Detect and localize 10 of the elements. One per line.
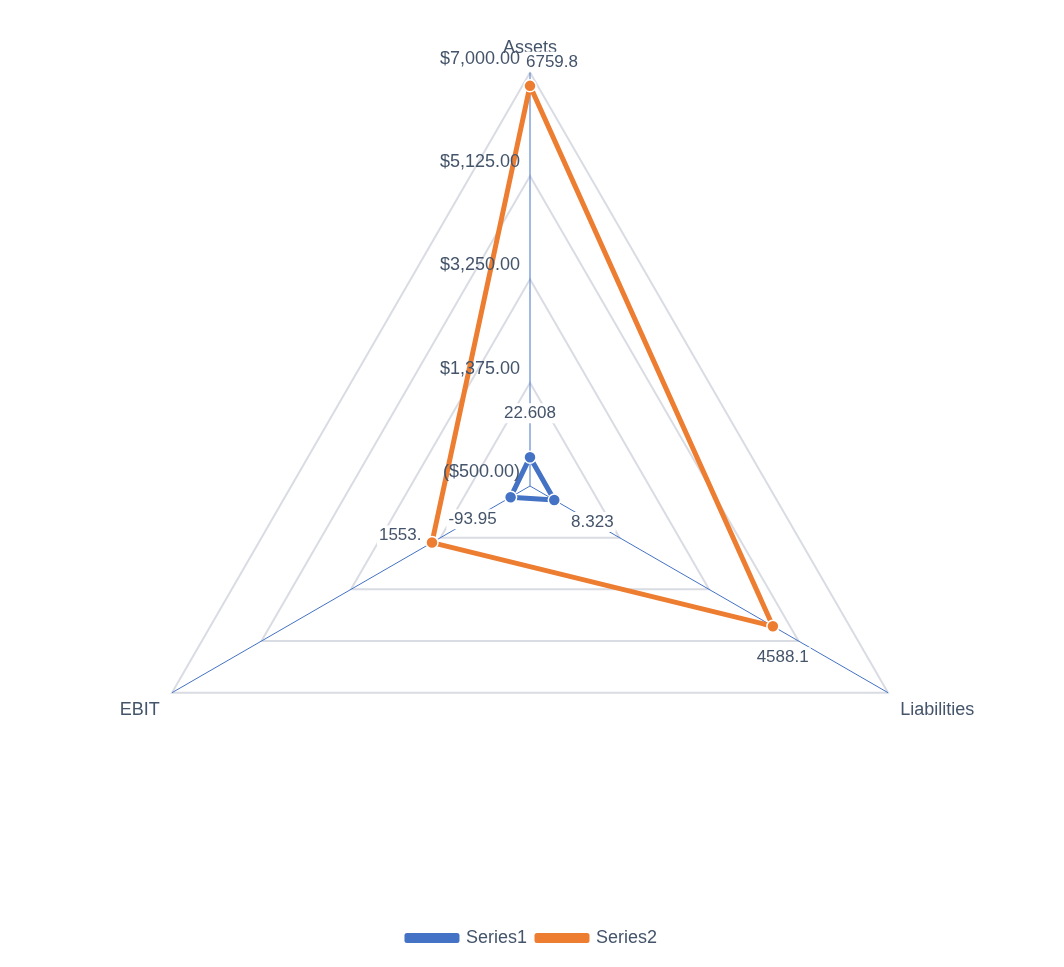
legend-label: Series1 (465, 926, 527, 947)
legend-label: Series2 (596, 926, 658, 947)
data-label: -93.95 (448, 508, 497, 528)
data-label: 4588.1 (756, 646, 809, 666)
spoke-label: Liabilities (900, 699, 975, 720)
spoke-label: EBIT (119, 699, 160, 720)
data-label: 6759.8 (526, 51, 578, 71)
data-label: 22.608 (504, 402, 556, 422)
data-label: 1553. (378, 525, 422, 545)
data-label: 8.323 (571, 511, 614, 531)
